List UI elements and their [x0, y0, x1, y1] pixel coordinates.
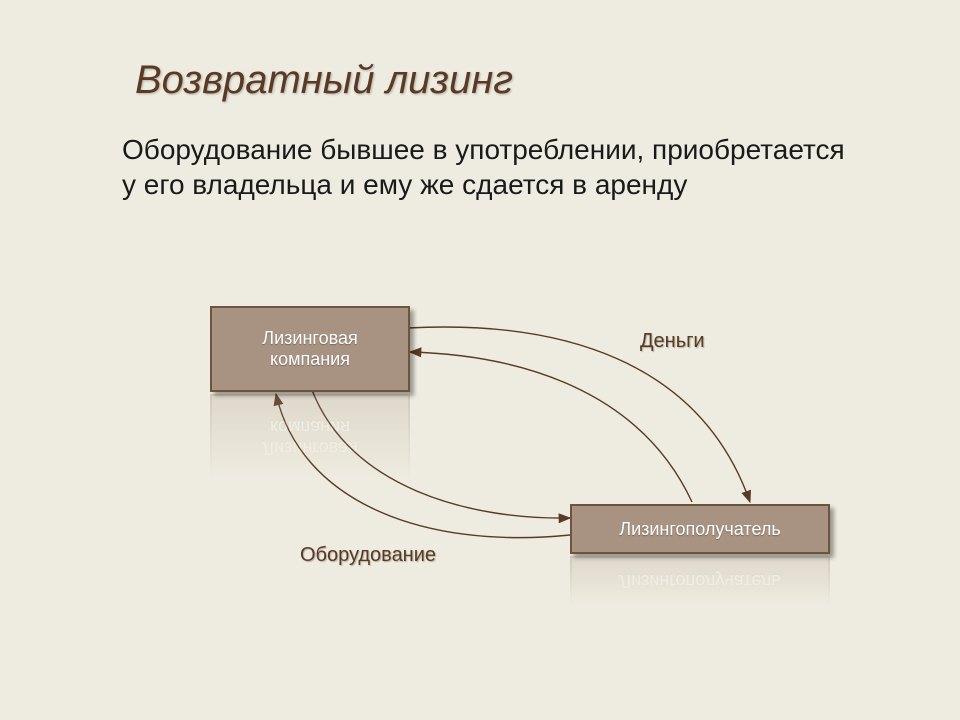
diagram-edge-label: Деньги [640, 330, 705, 353]
diagram-edge [312, 390, 570, 518]
body-text: Оборудование бывшее в употреблении, прио… [122, 132, 852, 202]
diagram-edge-label: Оборудование [300, 544, 436, 567]
diagram-edge [410, 352, 692, 502]
slide: Возвратный лизинг Оборудование бывшее в … [0, 0, 960, 720]
diagram-edge [276, 394, 570, 538]
diagram-arrows [0, 0, 960, 720]
diagram-node: Лизингополучатель [570, 504, 830, 554]
page-title: Возвратный лизинг [135, 58, 513, 103]
diagram-node-label: Лизингополучатель [611, 571, 789, 592]
diagram-node-label: Лизинговая компания [212, 328, 408, 370]
diagram-node: Лизинговая компания [210, 306, 410, 392]
diagram-node-label: Лизинговая компания [212, 416, 408, 458]
diagram-node-label: Лизингополучатель [611, 519, 789, 540]
diagram-edge [408, 327, 750, 502]
diagram-node-reflection: Лизингополучатель [570, 556, 830, 606]
diagram-node-reflection: Лизинговая компания [210, 394, 410, 480]
